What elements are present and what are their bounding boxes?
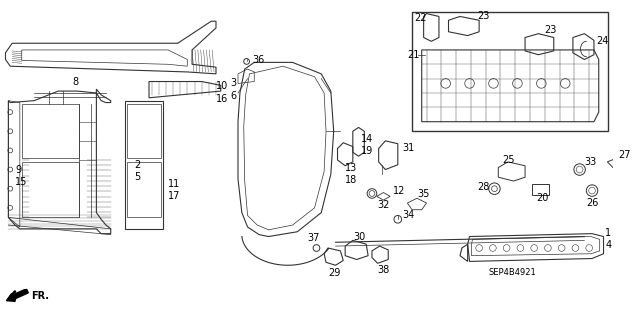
Text: 28: 28: [477, 182, 490, 192]
Text: 22: 22: [414, 13, 427, 23]
Text: 24: 24: [596, 36, 608, 46]
Text: 38: 38: [378, 265, 390, 275]
Text: 4: 4: [605, 240, 612, 250]
Text: 21: 21: [408, 50, 420, 60]
Text: 8: 8: [72, 77, 79, 86]
Text: 30: 30: [353, 233, 365, 242]
Text: 13: 13: [345, 163, 357, 173]
Text: 32: 32: [378, 200, 390, 210]
Text: 5: 5: [134, 172, 141, 182]
Text: 15: 15: [15, 177, 28, 187]
Text: 37: 37: [307, 234, 319, 243]
Text: 12: 12: [393, 186, 405, 196]
Text: 35: 35: [417, 189, 429, 199]
Text: FR.: FR.: [31, 291, 49, 301]
Text: 31: 31: [403, 144, 415, 153]
Text: 19: 19: [362, 146, 374, 156]
Text: 33: 33: [584, 157, 596, 167]
Text: 23: 23: [477, 11, 490, 21]
Text: 36: 36: [252, 56, 264, 65]
Text: 26: 26: [586, 198, 598, 208]
Text: 9: 9: [15, 165, 21, 174]
Text: 10: 10: [216, 81, 228, 91]
Bar: [412, 12, 608, 131]
Text: 1: 1: [605, 228, 612, 238]
Text: 27: 27: [618, 150, 630, 160]
FancyArrow shape: [6, 289, 28, 301]
Text: 3: 3: [230, 78, 236, 88]
Text: 25: 25: [502, 155, 515, 165]
Text: 23: 23: [544, 25, 557, 35]
Text: 6: 6: [230, 91, 236, 101]
Text: 16: 16: [216, 94, 228, 104]
Text: 20: 20: [536, 193, 549, 203]
Text: SEP4B4921: SEP4B4921: [489, 268, 536, 278]
Text: 14: 14: [362, 134, 374, 144]
Text: 29: 29: [328, 268, 340, 278]
Bar: [532, 184, 549, 195]
Text: 2: 2: [134, 160, 141, 170]
Text: 34: 34: [403, 211, 415, 220]
Text: 11: 11: [168, 179, 180, 189]
Text: 17: 17: [168, 191, 180, 201]
Text: 18: 18: [345, 175, 357, 185]
